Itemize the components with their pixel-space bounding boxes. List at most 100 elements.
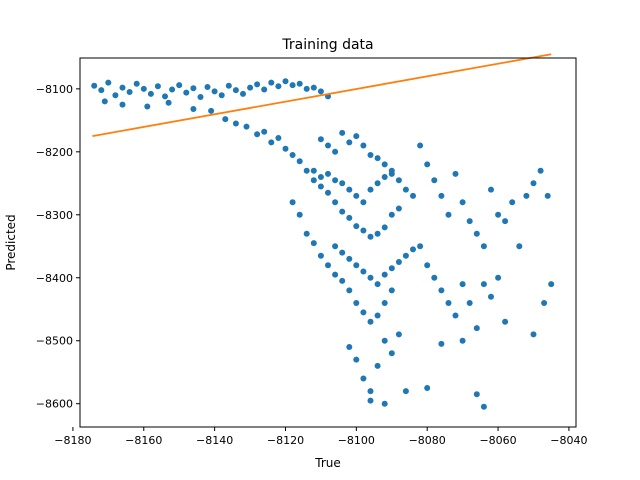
scatter-point — [459, 281, 466, 288]
scatter-point — [445, 300, 452, 306]
scatter-point — [367, 274, 374, 281]
scatter-point — [310, 167, 317, 174]
scatter-point — [388, 287, 395, 294]
scatter-point — [289, 152, 296, 158]
y-tick-label: −8400 — [36, 272, 73, 285]
scatter-point — [310, 84, 317, 91]
scatter-point — [388, 211, 395, 218]
scatter-point — [541, 300, 548, 306]
scatter-point — [275, 135, 282, 141]
scatter-point — [247, 84, 254, 91]
scatter-point — [296, 158, 303, 165]
scatter-point — [360, 309, 367, 316]
scatter-point — [381, 400, 388, 407]
scatter-point — [317, 183, 324, 190]
scatter-point — [360, 199, 367, 206]
scatter-point — [530, 331, 537, 338]
scatter-point — [303, 85, 310, 92]
scatter-point — [480, 403, 487, 410]
scatter-point — [154, 83, 161, 90]
y-axis-ticks: −8100 −8200 −8300 −8400 −8500 −8600 — [36, 83, 80, 411]
scatter-point — [101, 98, 108, 105]
scatter-point — [325, 142, 331, 149]
scatter-point — [360, 227, 367, 234]
scatter-point — [395, 205, 402, 212]
scatter-point — [211, 88, 218, 95]
scatter-point — [410, 246, 416, 253]
scatter-point — [509, 199, 516, 206]
chart-title: Training data — [281, 37, 373, 53]
scatter-point — [282, 78, 289, 85]
scatter-point — [296, 80, 303, 87]
scatter-point — [317, 174, 324, 180]
scatter-point — [424, 385, 431, 391]
scatter-point — [225, 82, 232, 89]
scatter-point — [162, 93, 168, 100]
scatter-point — [438, 340, 445, 347]
scatter-point — [480, 281, 487, 288]
scatter-point — [459, 337, 466, 344]
scatter-point — [431, 274, 438, 281]
scatter-point — [495, 211, 502, 218]
scatter-point — [91, 82, 98, 89]
scatter-point — [495, 274, 502, 281]
scatter-point — [140, 85, 147, 92]
scatter-point — [523, 192, 530, 199]
scatter-point — [339, 249, 346, 256]
scatter-point — [445, 211, 452, 218]
scatter-point — [147, 90, 154, 97]
x-tick-label: −8140 — [196, 434, 233, 447]
scatter-point — [374, 230, 381, 237]
scatter-point — [183, 89, 190, 96]
scatter-point — [261, 128, 268, 135]
scatter-point — [289, 82, 296, 89]
scatter-point — [431, 177, 438, 184]
x-tick-label: −8060 — [479, 434, 516, 447]
scatter-point — [381, 300, 388, 306]
scatter-point — [395, 259, 402, 265]
scatter-point — [240, 90, 246, 97]
scatter-point — [480, 243, 487, 250]
scatter-point — [296, 211, 303, 218]
scatter-point — [317, 252, 324, 259]
scatter-point — [112, 92, 119, 99]
scatter-point — [360, 375, 367, 382]
y-tick-label: −8100 — [36, 83, 73, 96]
scatter-point — [544, 192, 551, 199]
scatter-point — [424, 161, 431, 168]
scatter-point — [353, 262, 360, 269]
scatter-point — [332, 199, 339, 206]
scatter-point — [466, 218, 473, 225]
scatter-point — [317, 88, 324, 95]
y-tick-label: −8200 — [36, 146, 73, 159]
scatter-point — [473, 325, 480, 332]
scatter-point — [516, 243, 523, 250]
scatter-point — [353, 300, 360, 306]
scatter-point — [353, 223, 360, 230]
scatter-point — [381, 224, 388, 231]
scatter-point — [218, 92, 225, 99]
x-tick-label: −8180 — [54, 434, 91, 447]
scatter-point — [388, 167, 395, 174]
scatter-point — [346, 255, 353, 262]
scatter-point — [388, 265, 395, 272]
scatter-point — [105, 79, 112, 86]
scatter-point — [332, 271, 339, 278]
scatter-point — [126, 89, 133, 95]
scatter-point — [353, 356, 360, 363]
scatter-point — [254, 81, 261, 88]
scatter-point — [459, 199, 466, 206]
scatter-point — [452, 312, 459, 319]
scatter-point — [332, 148, 339, 155]
scatter-point — [367, 233, 374, 240]
scatter-point — [325, 262, 331, 269]
scatter-point — [325, 189, 331, 196]
x-tick-label: −8080 — [409, 434, 446, 447]
scatter-point — [332, 243, 339, 250]
scatter-point — [339, 277, 346, 284]
scatter-point — [488, 293, 494, 300]
scatter-point — [261, 86, 268, 93]
scatter-point — [367, 397, 374, 404]
scatter-point — [537, 167, 544, 174]
